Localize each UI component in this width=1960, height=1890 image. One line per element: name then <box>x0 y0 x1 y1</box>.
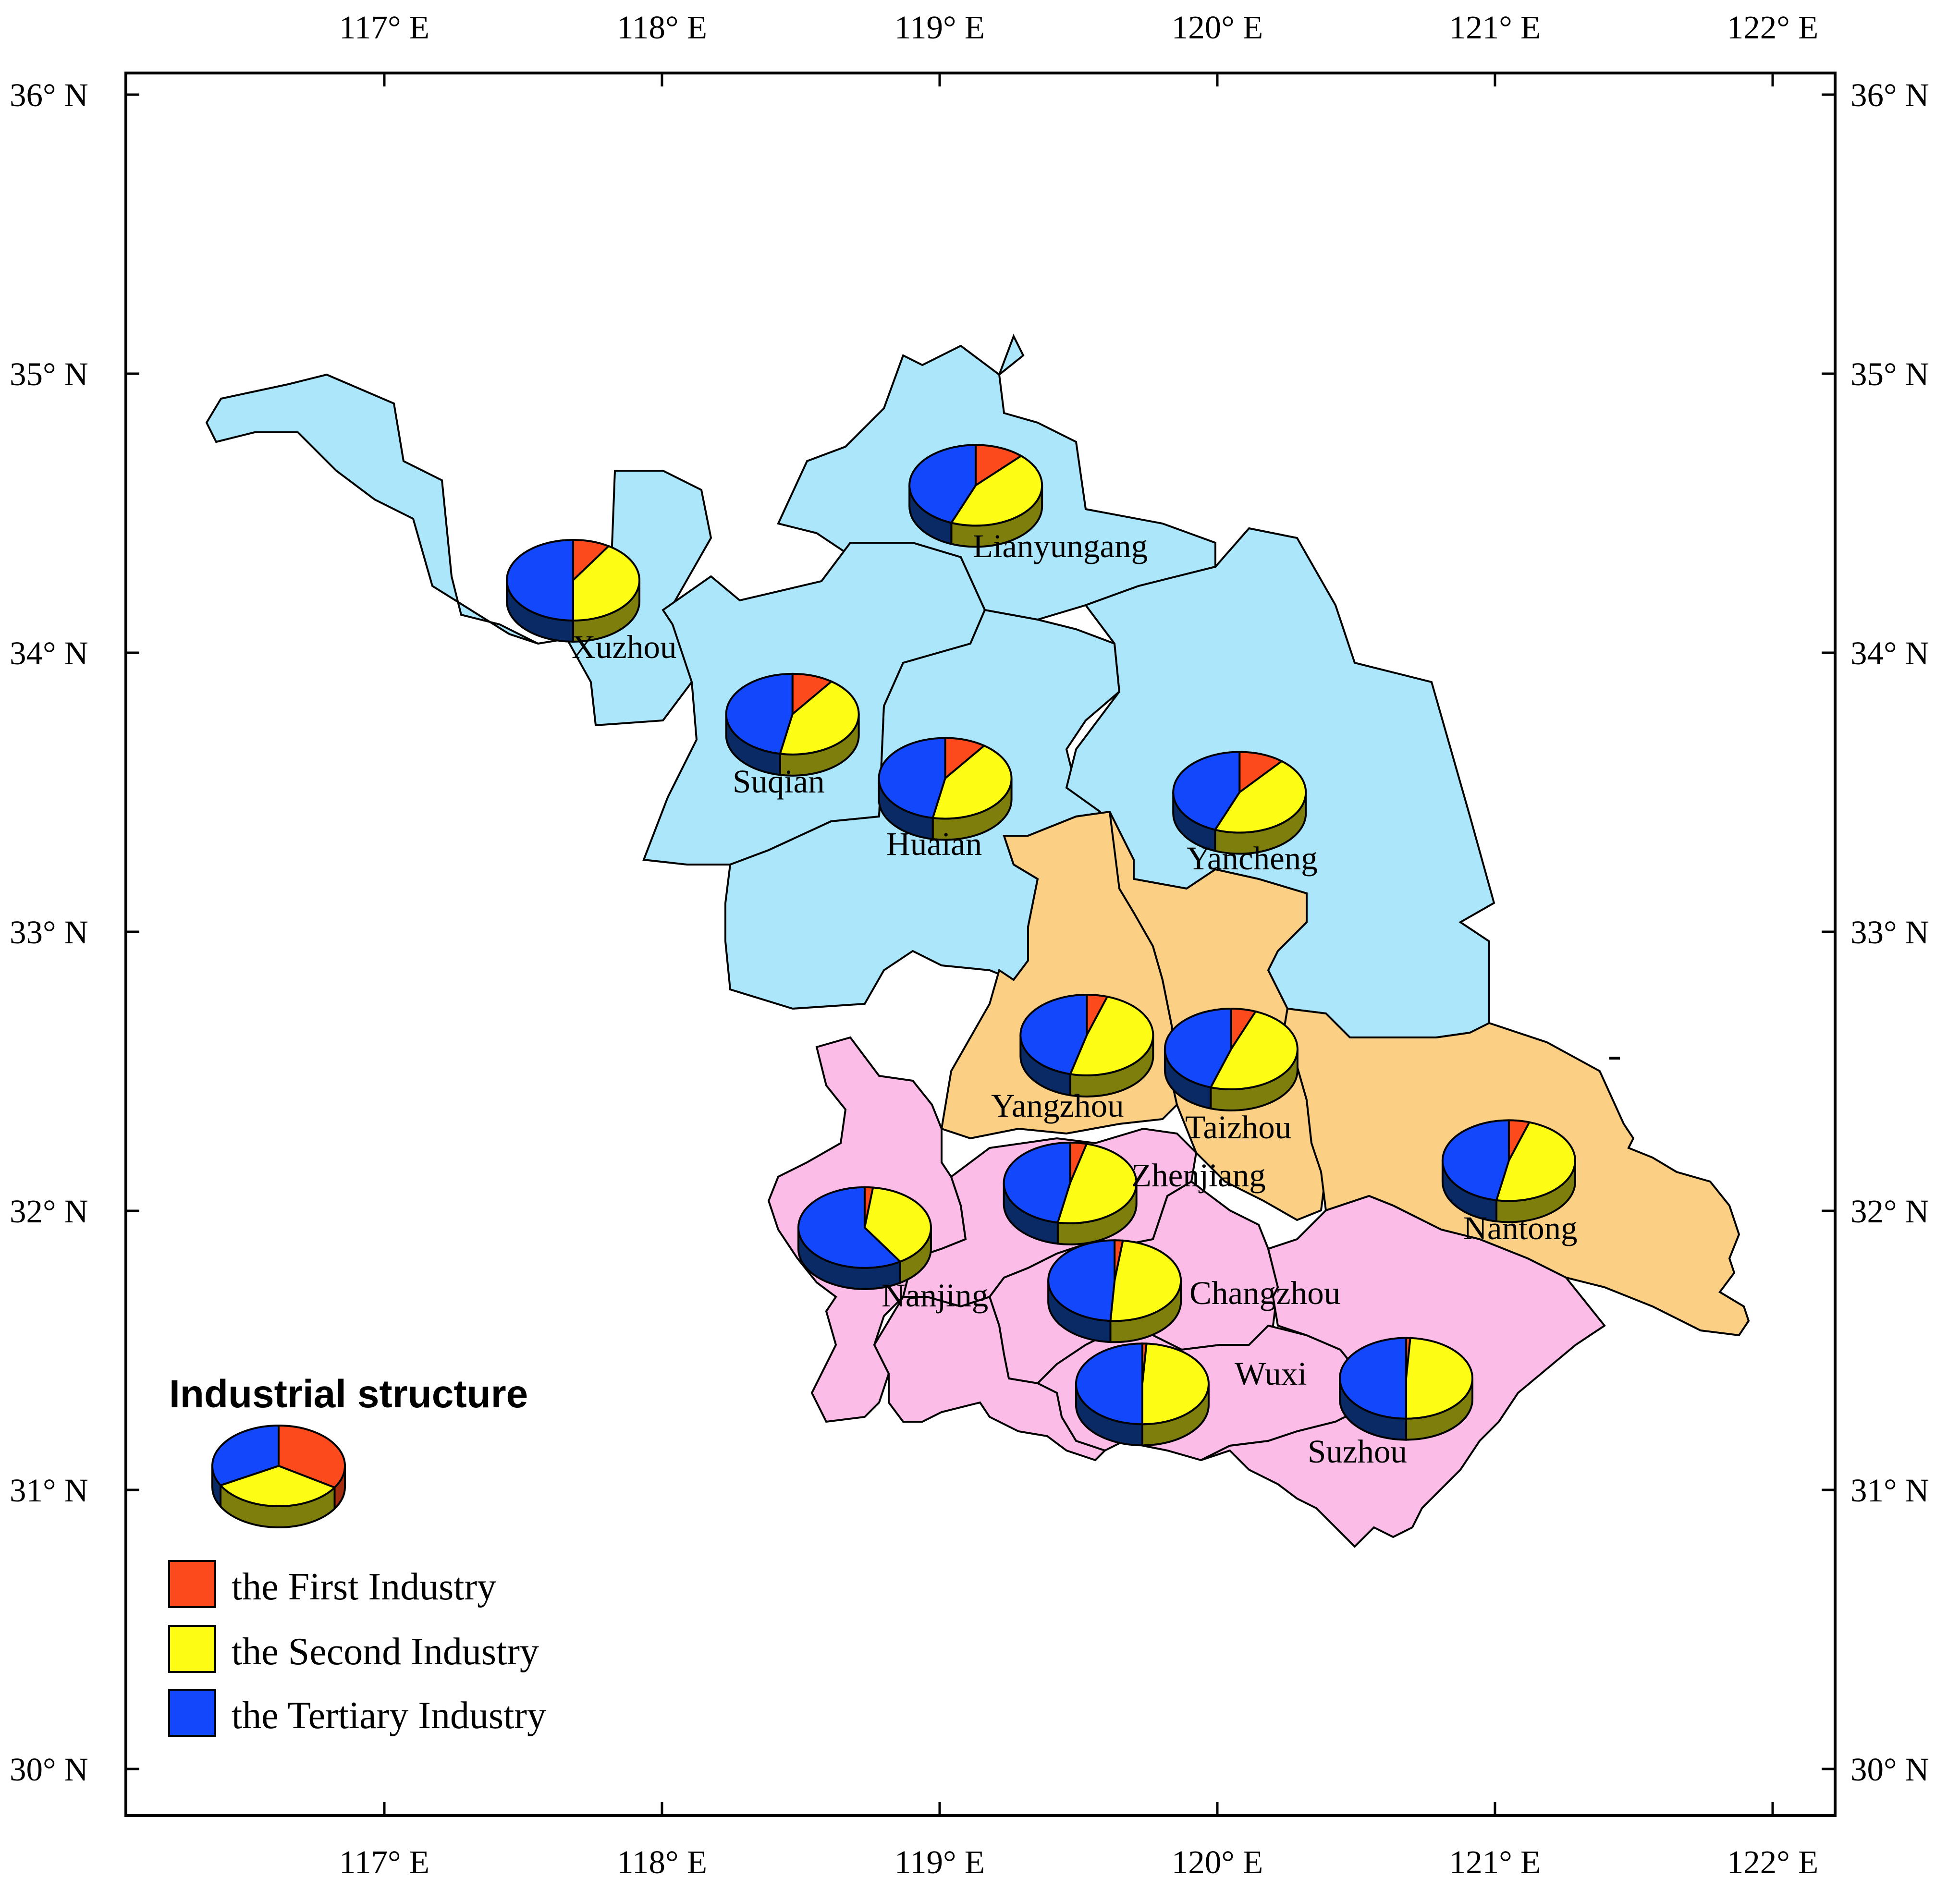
pie-zhenjiang-slice-1 <box>1056 1143 1138 1224</box>
legend-label-second: the Second Industry <box>232 1631 539 1673</box>
city-label-taizhou: Taizhou <box>1185 1109 1291 1146</box>
city-labels: Xuzhou Lianyungang Suqian Huaian Yancheng Yan… <box>572 528 1578 1470</box>
city-label-yancheng: Yancheng <box>1187 840 1318 877</box>
city-label-huaian: Huaian <box>886 826 982 862</box>
pie-yancheng-slice-2 <box>1172 751 1241 831</box>
pie-suzhou-slice-1 <box>1405 1337 1473 1420</box>
city-label-changzhou: Changzhou <box>1189 1275 1340 1311</box>
pie-suqian-slice-1 <box>779 680 860 756</box>
pie-xuzhou <box>506 538 641 643</box>
pie-lianyungang-slice-0 <box>975 444 1023 488</box>
prefecture-nanjing-south <box>873 1295 1107 1462</box>
pie-nantong-slice-1 <box>1495 1121 1576 1202</box>
lat-label-left: 30° N <box>10 1751 88 1788</box>
pie-lianyungang-slice-2 <box>908 444 977 524</box>
lat-label-left: 32° N <box>10 1193 88 1230</box>
pie-suqian-slice-2 <box>725 672 794 755</box>
pie-suzhou <box>1339 1337 1474 1441</box>
city-label-xuzhou: Xuzhou <box>572 629 676 665</box>
lon-label-top: 120° E <box>1172 9 1263 46</box>
prefecture-xuzhou <box>205 373 712 727</box>
lat-label-left: 33° N <box>10 914 88 951</box>
pie-xuzhou-slice-2 <box>506 538 575 622</box>
legend-label-tertiary: the Tertiary Industry <box>232 1695 546 1737</box>
pie-wuxi-slice-1 <box>1141 1342 1210 1426</box>
lat-label-left: 35° N <box>10 356 88 392</box>
lon-label-bottom: 118° E <box>617 1844 707 1880</box>
pie-suqian <box>725 672 860 777</box>
lat-label-right: 35° N <box>1850 356 1929 392</box>
lon-label-bottom: 120° E <box>1172 1844 1263 1880</box>
lon-label-bottom: 121° E <box>1449 1844 1541 1880</box>
legend-pie-slice-2 <box>211 1424 280 1487</box>
pie-xuzhou-slice-1 <box>572 545 640 622</box>
pie-nanjing <box>797 1186 932 1290</box>
pie-lianyungang-slice-1 <box>950 454 1043 527</box>
lat-label-right: 31° N <box>1850 1472 1929 1509</box>
lon-label-top: 118° E <box>617 9 707 46</box>
lon-label-bottom: 117° E <box>339 1844 429 1880</box>
pie-changzhou <box>1047 1239 1182 1343</box>
legend-pie <box>211 1424 346 1528</box>
pie-lianyungang <box>908 444 1043 548</box>
city-label-suqian: Suqian <box>733 763 825 800</box>
region-north <box>205 334 1495 1038</box>
pie-wuxi-slice-2 <box>1075 1342 1143 1426</box>
lat-label-right: 33° N <box>1850 914 1929 951</box>
legend-title: Industrial structure <box>169 1372 528 1416</box>
pie-nantong <box>1441 1119 1576 1223</box>
city-label-suzhou: Suzhou <box>1308 1433 1407 1470</box>
city-label-nantong: Nantong <box>1463 1210 1578 1246</box>
pie-yangzhou <box>1019 993 1154 1097</box>
pie-yancheng-slice-1 <box>1213 760 1307 834</box>
lat-label-right: 34° N <box>1850 635 1929 671</box>
pie-yangzhou-slice-2 <box>1019 993 1088 1075</box>
map-frame <box>124 72 1837 1817</box>
legend-label-first: the First Industry <box>232 1566 496 1608</box>
pie-zhenjiang-slice-2 <box>1003 1141 1071 1224</box>
pie-wuxi <box>1075 1342 1210 1447</box>
lat-label-left: 31° N <box>10 1472 88 1509</box>
pie-huaian <box>878 737 1013 841</box>
pie-charts <box>506 444 1576 1447</box>
lat-label-left: 34° N <box>10 635 88 671</box>
legend: Industrial structure the First Industry … <box>168 1372 546 1737</box>
lat-label-left: 36° N <box>10 77 88 113</box>
pie-changzhou-slice-1 <box>1109 1239 1182 1322</box>
pie-nanjing-slice-2 <box>797 1186 902 1269</box>
pie-nantong-slice-2 <box>1441 1119 1510 1202</box>
lon-label-bottom: 122° E <box>1727 1844 1819 1880</box>
pie-yangzhou-slice-1 <box>1069 995 1154 1076</box>
city-label-zhenjiang: Zhenjiang <box>1131 1157 1266 1194</box>
city-label-yangzhou: Yangzhou <box>991 1087 1124 1124</box>
pie-changzhou-slice-2 <box>1047 1239 1116 1322</box>
pie-taizhou-slice-1 <box>1209 1010 1298 1090</box>
city-label-nanjing: Nanjing <box>882 1277 988 1314</box>
pie-yancheng <box>1172 751 1307 855</box>
pie-taizhou-slice-2 <box>1164 1008 1232 1089</box>
lon-label-top: 119° E <box>894 9 985 46</box>
lon-label-top: 117° E <box>339 9 429 46</box>
legend-sample-pie <box>211 1424 346 1528</box>
city-label-wuxi: Wuxi <box>1235 1355 1307 1392</box>
legend-swatch-second <box>168 1625 216 1673</box>
pie-huaian-slice-2 <box>878 737 946 819</box>
pie-taizhou <box>1164 1008 1298 1111</box>
pie-huaian-slice-1 <box>931 744 1013 820</box>
pie-zhenjiang <box>1003 1141 1138 1245</box>
lat-label-right: 36° N <box>1850 77 1929 113</box>
legend-swatch-tertiary <box>168 1689 216 1737</box>
graticule-ticks: 117° E 117° E 118° E 118° E 119° E 119° E 120°… <box>10 9 1929 1880</box>
pie-yancheng-slice-0 <box>1238 751 1284 794</box>
legend-swatch-first <box>168 1560 216 1608</box>
lon-label-top: 121° E <box>1449 9 1541 46</box>
pie-suzhou-slice-2 <box>1339 1337 1408 1420</box>
lon-label-bottom: 119° E <box>894 1844 985 1880</box>
lon-label-top: 122° E <box>1727 9 1819 46</box>
lat-label-right: 30° N <box>1850 1751 1929 1788</box>
lat-label-right: 32° N <box>1850 1193 1929 1230</box>
city-label-lianyungang: Lianyungang <box>973 528 1148 564</box>
